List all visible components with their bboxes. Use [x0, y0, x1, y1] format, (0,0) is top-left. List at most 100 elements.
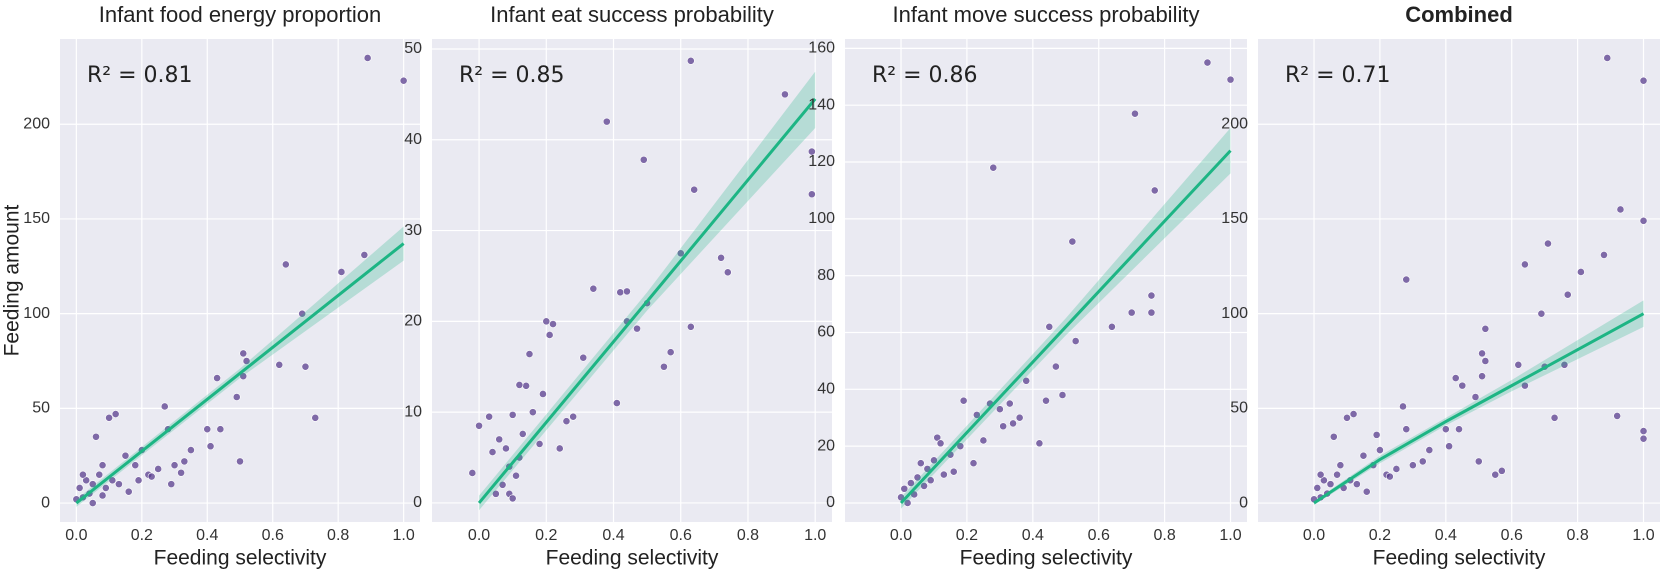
- annotation: R² = 0.86: [872, 63, 978, 88]
- data-point: [926, 476, 935, 485]
- data-point: [92, 432, 100, 441]
- data-point: [1441, 425, 1450, 434]
- data-point: [907, 479, 915, 487]
- data-point: [203, 425, 212, 434]
- data-point: [956, 442, 965, 451]
- data-point: [1313, 484, 1322, 492]
- y-tick-label: 100: [23, 305, 50, 322]
- x-tick-label: 0.2: [1369, 527, 1391, 544]
- x-tick-label: 0.6: [1501, 527, 1523, 544]
- data-point: [502, 444, 510, 453]
- data-point: [939, 470, 948, 479]
- data-point: [1445, 442, 1454, 451]
- plot-area: [1258, 39, 1660, 522]
- data-point: [1359, 451, 1368, 460]
- y-tick-label: 0: [413, 494, 422, 511]
- data-point: [206, 442, 215, 451]
- data-point: [1108, 322, 1116, 331]
- y-tick-label: 20: [817, 437, 835, 454]
- data-point: [180, 457, 189, 466]
- y-tick-label: 0: [1239, 494, 1248, 511]
- data-point: [999, 422, 1008, 431]
- data-point: [1402, 425, 1411, 434]
- data-point: [539, 390, 547, 398]
- y-tick-label: 150: [1221, 210, 1248, 227]
- x-tick-label: 0.0: [890, 527, 912, 544]
- fit-line: [1313, 312, 1645, 505]
- data-point: [1402, 275, 1411, 284]
- x-tick-label: 0.4: [196, 527, 218, 544]
- y-tick-label: 80: [817, 267, 835, 284]
- data-point: [1336, 461, 1345, 470]
- data-point: [1068, 237, 1077, 246]
- data-point: [79, 470, 87, 479]
- data-point: [1521, 381, 1529, 390]
- subplot-title: Combined: [1405, 2, 1513, 27]
- data-point: [916, 459, 925, 468]
- data-point: [979, 436, 988, 445]
- data-point: [1150, 186, 1159, 195]
- y-tick-label: 40: [817, 381, 835, 398]
- data-point: [781, 90, 789, 99]
- data-point: [1603, 54, 1612, 62]
- data-point: [485, 412, 494, 421]
- data-point: [111, 410, 120, 418]
- data-point: [936, 439, 945, 448]
- data-point: [1613, 412, 1622, 420]
- y-tick-label: 120: [808, 153, 835, 170]
- data-point: [216, 425, 225, 434]
- data-point: [1045, 322, 1054, 331]
- data-point: [213, 374, 221, 382]
- data-point: [686, 322, 695, 331]
- data-point: [515, 381, 524, 389]
- data-point: [105, 413, 113, 422]
- data-point: [360, 251, 369, 259]
- x-tick-label: 0.0: [468, 527, 490, 544]
- data-point: [959, 396, 968, 405]
- data-point: [1316, 470, 1325, 479]
- data-point: [1471, 393, 1480, 401]
- data-point: [518, 430, 527, 438]
- x-tick-label: 0.4: [1435, 527, 1457, 544]
- x-axis-label: Feeding selectivity: [546, 547, 719, 570]
- x-tick-label: 0.6: [1088, 527, 1110, 544]
- x-tick-label: 0.8: [327, 527, 349, 544]
- data-point: [236, 457, 244, 466]
- x-tick-label: 0.8: [1566, 527, 1588, 544]
- x-tick-label: 0.8: [737, 527, 759, 544]
- data-point: [1639, 434, 1648, 443]
- data-point: [1458, 381, 1467, 390]
- data-point: [1478, 349, 1486, 358]
- subplot-title: Infant food energy proportion: [99, 2, 382, 27]
- data-point: [623, 287, 631, 296]
- data-point: [1600, 251, 1608, 259]
- data-point: [1035, 439, 1044, 448]
- data-point: [508, 494, 517, 503]
- data-point: [95, 470, 104, 479]
- data-point: [903, 499, 912, 507]
- data-point: [1521, 260, 1529, 269]
- fit-line: [899, 149, 1232, 504]
- y-tick-label: 0: [41, 494, 50, 511]
- data-point: [1022, 376, 1031, 385]
- data-point: [1550, 413, 1559, 422]
- data-point: [1514, 360, 1523, 369]
- data-point: [723, 268, 732, 277]
- x-axis-label: Feeding selectivity: [960, 547, 1133, 570]
- data-point: [1474, 457, 1483, 466]
- data-point: [535, 440, 544, 448]
- data-point: [177, 468, 185, 477]
- y-tick-label: 200: [23, 115, 50, 132]
- subplot: 0 10 20 30 40 50 0.0 0.2 0.4 0.6 0.8 1.0 Infant eat …: [404, 2, 832, 570]
- data-point: [1481, 324, 1490, 333]
- data-point: [542, 317, 551, 326]
- data-point: [1478, 372, 1486, 381]
- data-point: [1042, 396, 1050, 405]
- data-point: [88, 499, 97, 507]
- x-tick-label: 0.0: [65, 527, 87, 544]
- data-point: [545, 331, 554, 339]
- y-tick-label: 150: [23, 210, 50, 227]
- data-point: [1352, 480, 1361, 489]
- data-point: [115, 480, 123, 489]
- data-point: [232, 393, 241, 401]
